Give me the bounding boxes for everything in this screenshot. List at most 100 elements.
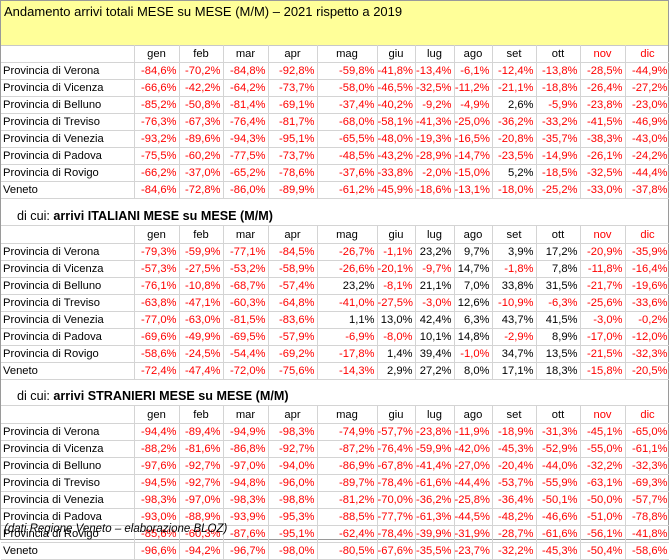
value-cell: -72,8%: [179, 181, 224, 199]
value-cell: -23,5%: [492, 147, 537, 165]
value-cell: -65,5%: [317, 130, 378, 148]
value-cell: -50,0%: [580, 491, 626, 509]
value-cell: -53,2%: [223, 260, 269, 278]
month-header: gen: [134, 45, 180, 63]
value-cell: -6,9%: [317, 328, 378, 346]
value-cell: -26,4%: [580, 79, 626, 97]
value-cell: -66,6%: [134, 79, 180, 97]
value-cell: -69,2%: [268, 345, 318, 363]
value-cell: -78,4%: [377, 525, 416, 543]
value-cell: -61,6%: [536, 525, 581, 543]
value-cell: -41,8%: [377, 62, 416, 80]
value-cell: -84,6%: [134, 181, 180, 199]
value-cell: -84,6%: [134, 62, 180, 80]
month-header: ago: [454, 406, 493, 424]
value-cell: -21,7%: [580, 277, 626, 295]
value-cell: -27,5%: [179, 260, 224, 278]
value-cell: -4,9%: [454, 96, 493, 114]
value-cell: -86,9%: [317, 457, 378, 475]
value-cell: -35,9%: [625, 243, 669, 261]
value-cell: 39,4%: [415, 345, 455, 363]
value-cell: -83,6%: [268, 311, 318, 329]
value-cell: 7,0%: [454, 277, 493, 295]
value-cell: -66,2%: [134, 164, 180, 182]
value-cell: 8,9%: [536, 328, 581, 346]
value-cell: -20,4%: [492, 457, 537, 475]
value-cell: -81,6%: [179, 440, 224, 458]
value-cell: -94,2%: [179, 542, 224, 560]
table-row: Provincia di Belluno -97,6% -92,7% -97,0% -9…: [1, 457, 669, 475]
value-cell: -93,2%: [134, 130, 180, 148]
section-heading-text: di cui: arrivi ITALIANI MESE su MESE (M/…: [17, 207, 273, 225]
month-header: apr: [268, 45, 318, 63]
value-cell: 2,9%: [377, 362, 416, 380]
table-row: Provincia di Rovigo -66,2% -37,0% -65,2% -78…: [1, 164, 669, 182]
value-cell: -23,8%: [580, 96, 626, 114]
value-cell: -59,9%: [179, 243, 224, 261]
month-header: mar: [223, 45, 269, 63]
value-cell: -41,3%: [415, 113, 455, 131]
value-cell: -25,2%: [536, 181, 581, 199]
header-row: gen feb mar apr mag giu lug ago set ott nov dic: [1, 45, 669, 63]
month-header: mar: [223, 226, 269, 244]
value-cell: -57,7%: [377, 423, 416, 441]
value-cell: -84,8%: [223, 62, 269, 80]
month-header: mag: [317, 226, 378, 244]
section-prefix: di cui:: [17, 389, 54, 403]
value-cell: -44,0%: [536, 457, 581, 475]
value-cell: 21,1%: [415, 277, 455, 295]
value-cell: -45,3%: [536, 542, 581, 560]
value-cell: -35,5%: [415, 542, 455, 560]
row-label: Provincia di Padova: [1, 508, 135, 526]
header-row: gen feb mar apr mag giu lug ago set ott nov dic: [1, 226, 669, 244]
table-row: Provincia di Treviso -76,3% -67,3% -76,4% -8…: [1, 113, 669, 131]
month-header: gen: [134, 226, 180, 244]
value-cell: -17,0%: [580, 328, 626, 346]
data-table: gen feb mar apr mag giu lug ago set ott nov dic Prov…: [1, 226, 669, 380]
value-cell: 43,7%: [492, 311, 537, 329]
value-cell: -64,2%: [223, 79, 269, 97]
value-cell: -98,3%: [134, 491, 180, 509]
value-cell: -72,0%: [223, 362, 269, 380]
row-label: Provincia di Rovigo: [1, 345, 135, 363]
header-blank-cell: [1, 406, 135, 424]
row-label: Provincia di Rovigo: [1, 164, 135, 182]
month-header: mag: [317, 45, 378, 63]
value-cell: 34,7%: [492, 345, 537, 363]
value-cell: 7,8%: [536, 260, 581, 278]
value-cell: -55,0%: [580, 440, 626, 458]
month-header: ott: [536, 406, 581, 424]
value-cell: -80,5%: [317, 542, 378, 560]
value-cell: -32,2%: [492, 542, 537, 560]
month-header: gen: [134, 406, 180, 424]
value-cell: -14,3%: [317, 362, 378, 380]
section-heading-text: di cui: arrivi STRANIERI MESE su MESE (M…: [17, 387, 289, 405]
data-table: gen feb mar apr mag giu lug ago set ott nov dic Prov…: [1, 45, 669, 199]
value-cell: -28,7%: [492, 525, 537, 543]
value-cell: -59,9%: [415, 440, 455, 458]
value-cell: -3,0%: [580, 311, 626, 329]
row-label: Provincia di Padova: [1, 328, 135, 346]
value-cell: -55,9%: [536, 474, 581, 492]
value-cell: -36,2%: [415, 491, 455, 509]
value-cell: -32,3%: [625, 345, 669, 363]
value-cell: -11,8%: [580, 260, 626, 278]
value-cell: -93,9%: [223, 508, 269, 526]
value-cell: -57,3%: [134, 260, 180, 278]
month-header: feb: [179, 406, 224, 424]
value-cell: -17,8%: [317, 345, 378, 363]
section-heading: di cui: arrivi STRANIERI MESE su MESE (M…: [1, 387, 668, 406]
table-row: Provincia di Padova -69,6% -49,9% -69,5% -57…: [1, 328, 669, 346]
value-cell: -44,4%: [454, 474, 493, 492]
value-cell: -14,7%: [454, 147, 493, 165]
month-header: ago: [454, 45, 493, 63]
value-cell: -40,2%: [377, 96, 416, 114]
value-cell: 33,8%: [492, 277, 537, 295]
value-cell: -1,8%: [492, 260, 537, 278]
value-cell: -28,5%: [580, 62, 626, 80]
value-cell: -42,2%: [179, 79, 224, 97]
value-cell: -58,0%: [317, 79, 378, 97]
header-blank-cell: [1, 226, 135, 244]
month-header: giu: [377, 226, 416, 244]
